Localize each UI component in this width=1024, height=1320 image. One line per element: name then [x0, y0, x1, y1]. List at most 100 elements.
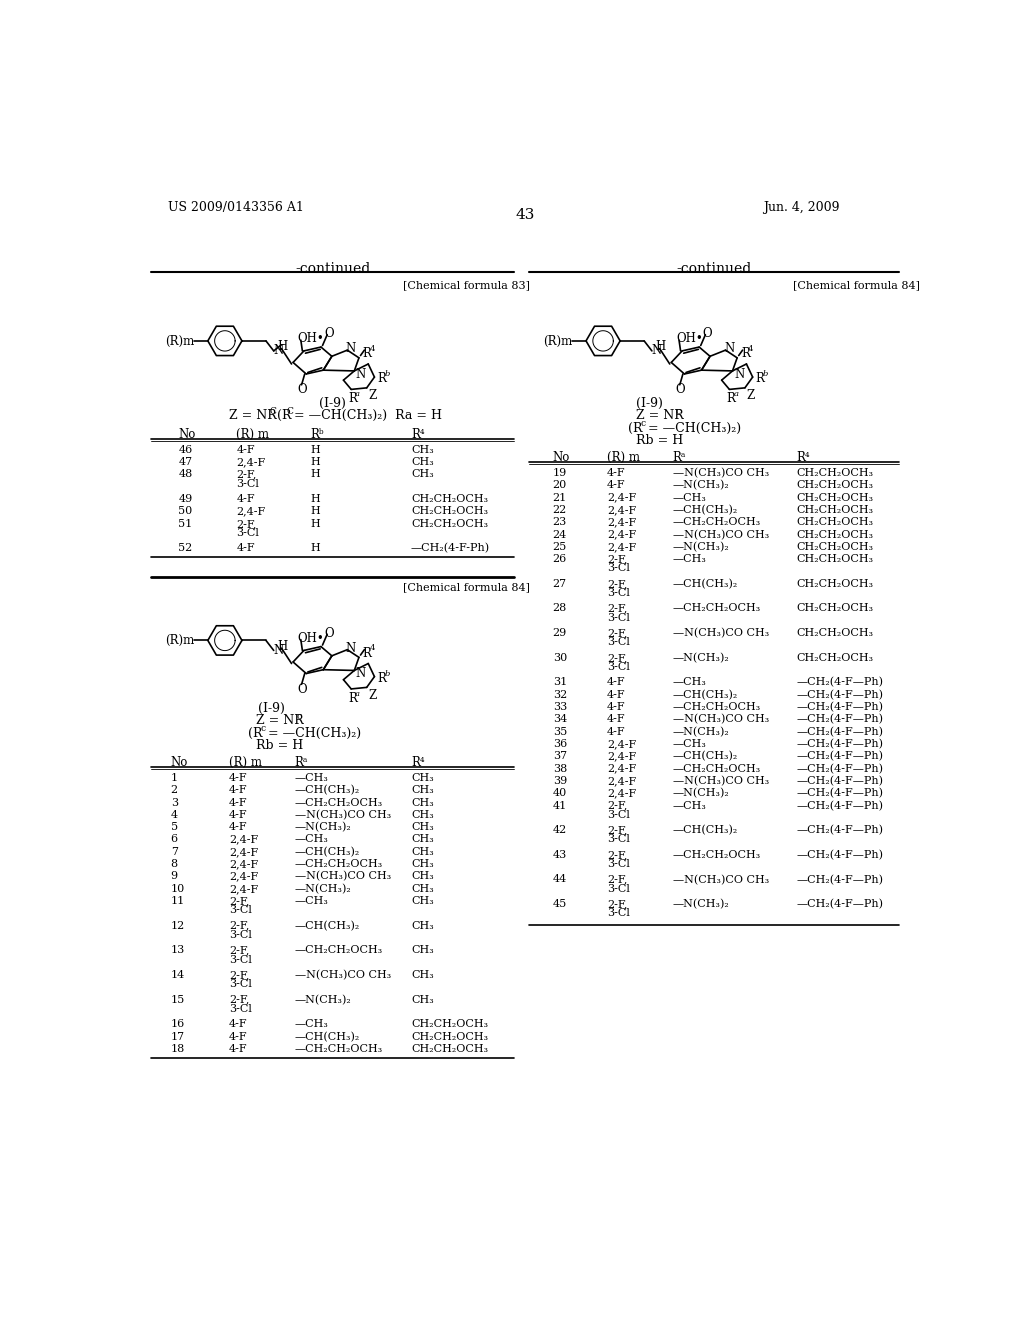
Text: H: H — [278, 341, 288, 354]
Text: CH₂CH₂OCH₃: CH₂CH₂OCH₃ — [797, 628, 873, 638]
Text: R: R — [362, 347, 372, 360]
Text: 4-F: 4-F — [607, 726, 626, 737]
Text: CH₃: CH₃ — [411, 470, 433, 479]
Text: a: a — [355, 391, 360, 399]
Text: 2,4-F: 2,4-F — [607, 763, 636, 774]
Text: Rᵃ: Rᵃ — [673, 451, 686, 465]
Text: 2,4-F: 2,4-F — [607, 543, 636, 552]
Text: —CH₂(4-F—Ph): —CH₂(4-F—Ph) — [797, 874, 884, 884]
Text: 12: 12 — [171, 921, 185, 931]
Text: (R) m: (R) m — [237, 428, 269, 441]
Text: (I-9): (I-9) — [319, 397, 346, 411]
Text: = —CH(CH₃)₂): = —CH(CH₃)₂) — [644, 422, 741, 434]
Text: 47: 47 — [178, 457, 193, 467]
Text: O: O — [702, 327, 712, 341]
Text: 2-F,: 2-F, — [607, 653, 628, 663]
Text: No: No — [171, 756, 188, 770]
Text: 2,4-F: 2,4-F — [228, 847, 258, 857]
Text: —CH₂(4-F—Ph): —CH₂(4-F—Ph) — [797, 788, 884, 799]
Text: 4-F: 4-F — [607, 480, 626, 490]
Text: 9: 9 — [171, 871, 178, 882]
Text: —CH₂CH₂OCH₃: —CH₂CH₂OCH₃ — [673, 517, 761, 527]
Text: —CH₂CH₂OCH₃: —CH₂CH₂OCH₃ — [295, 945, 383, 956]
Text: 4-F: 4-F — [228, 774, 248, 783]
Text: N: N — [651, 345, 662, 356]
Text: —N(CH₃)CO CH₃: —N(CH₃)CO CH₃ — [673, 776, 769, 787]
Text: —CH₂CH₂OCH₃: —CH₂CH₂OCH₃ — [295, 797, 383, 808]
Text: 4-F: 4-F — [228, 810, 248, 820]
Text: 3-Cl: 3-Cl — [607, 810, 630, 820]
Text: 44: 44 — [553, 874, 567, 884]
Text: CH₃: CH₃ — [411, 810, 433, 820]
Text: 16: 16 — [171, 1019, 185, 1030]
Text: 28: 28 — [553, 603, 567, 614]
Text: —CH(CH₃)₂: —CH(CH₃)₂ — [673, 825, 738, 836]
Text: —CH₂(4-F—Ph): —CH₂(4-F—Ph) — [797, 726, 884, 737]
Text: 4: 4 — [370, 644, 376, 652]
Text: CH₃: CH₃ — [411, 834, 433, 845]
Text: c: c — [640, 420, 645, 429]
Text: —N(CH₃)CO CH₃: —N(CH₃)CO CH₃ — [673, 874, 769, 884]
Text: 13: 13 — [171, 945, 185, 956]
Text: —CH(CH₃)₂: —CH(CH₃)₂ — [673, 506, 738, 515]
Text: 2-F,: 2-F, — [607, 554, 628, 564]
Text: —CH₂(4-F—Ph): —CH₂(4-F—Ph) — [797, 739, 884, 750]
Text: —CH₂CH₂OCH₃: —CH₂CH₂OCH₃ — [295, 1044, 383, 1053]
Text: (R)m: (R)m — [544, 335, 572, 347]
Text: Z: Z — [746, 389, 755, 403]
Text: —CH₂CH₂OCH₃: —CH₂CH₂OCH₃ — [673, 702, 761, 711]
Text: 10: 10 — [171, 884, 185, 894]
Text: H: H — [310, 507, 319, 516]
Text: 3: 3 — [171, 797, 178, 808]
Text: 2-F,: 2-F, — [228, 896, 249, 906]
Text: —N(CH₃)₂: —N(CH₃)₂ — [673, 543, 729, 552]
Text: CH₂CH₂OCH₃: CH₂CH₂OCH₃ — [411, 1019, 488, 1030]
Text: 2-F,: 2-F, — [607, 899, 628, 909]
Text: 2-F,: 2-F, — [228, 970, 249, 979]
Text: 3-Cl: 3-Cl — [228, 929, 252, 940]
Text: 2,4-F: 2,4-F — [607, 739, 636, 748]
Text: 19: 19 — [553, 469, 567, 478]
Text: 4-F: 4-F — [607, 714, 626, 725]
Text: -continued: -continued — [295, 263, 371, 276]
Text: 48: 48 — [178, 470, 193, 479]
Text: CH₂CH₂OCH₃: CH₂CH₂OCH₃ — [797, 469, 873, 478]
Text: 14: 14 — [171, 970, 185, 979]
Text: 4-F: 4-F — [237, 445, 255, 455]
Text: 43: 43 — [515, 209, 535, 223]
Text: 4: 4 — [370, 345, 376, 352]
Text: 5: 5 — [171, 822, 178, 832]
Text: Z = NR: Z = NR — [636, 409, 683, 422]
Text: —CH₃: —CH₃ — [295, 774, 329, 783]
Text: 3-Cl: 3-Cl — [228, 954, 252, 965]
Text: —N(CH₃)CO CH₃: —N(CH₃)CO CH₃ — [673, 714, 769, 725]
Text: a: a — [355, 689, 360, 698]
Text: 3-Cl: 3-Cl — [228, 979, 252, 989]
Text: 37: 37 — [553, 751, 567, 762]
Text: —CH₃: —CH₃ — [673, 677, 707, 688]
Text: 2,4-F: 2,4-F — [228, 884, 258, 894]
Text: —N(CH₃)₂: —N(CH₃)₂ — [673, 726, 729, 737]
Text: 3-Cl: 3-Cl — [607, 663, 630, 672]
Text: CH₂CH₂OCH₃: CH₂CH₂OCH₃ — [797, 506, 873, 515]
Text: R⁴: R⁴ — [797, 451, 810, 465]
Text: CH₃: CH₃ — [411, 884, 433, 894]
Text: 2: 2 — [171, 785, 178, 795]
Text: R: R — [378, 672, 386, 685]
Text: —CH₂CH₂OCH₃: —CH₂CH₂OCH₃ — [673, 850, 761, 859]
Text: (R: (R — [248, 726, 262, 739]
Text: 2,4-F: 2,4-F — [237, 457, 266, 467]
Text: Z = NR: Z = NR — [256, 714, 304, 727]
Text: CH₃: CH₃ — [411, 970, 433, 979]
Text: 2-F,: 2-F, — [228, 995, 249, 1005]
Text: CH₃: CH₃ — [411, 445, 433, 455]
Text: N: N — [734, 368, 744, 381]
Text: —CH₃: —CH₃ — [673, 739, 707, 748]
Text: 4-F: 4-F — [228, 1044, 248, 1053]
Text: CH₂CH₂OCH₃: CH₂CH₂OCH₃ — [411, 1032, 488, 1041]
Text: C: C — [269, 407, 275, 416]
Text: CH₃: CH₃ — [411, 785, 433, 795]
Text: 2-F,: 2-F, — [607, 603, 628, 614]
Text: —CH₂(4-F—Ph): —CH₂(4-F—Ph) — [797, 800, 884, 810]
Text: R: R — [726, 392, 735, 405]
